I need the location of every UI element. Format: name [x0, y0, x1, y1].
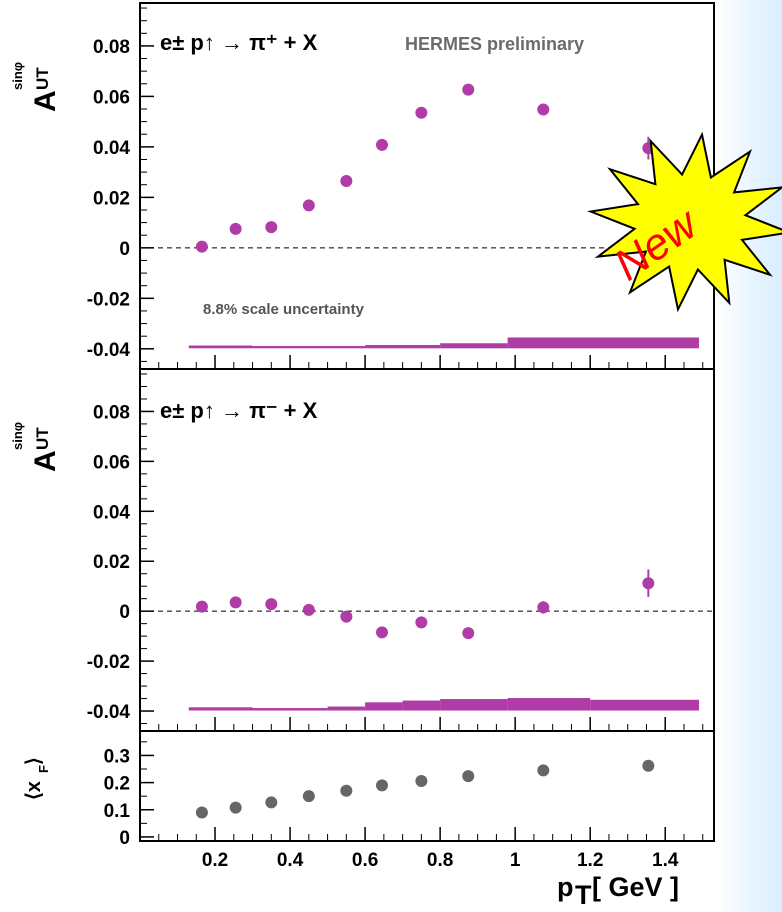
y-tick-label: 0.04: [93, 502, 130, 523]
data-point: [229, 222, 242, 235]
systematic-band-segment: [507, 698, 591, 711]
data-point: [642, 759, 655, 772]
data-point: [265, 796, 278, 809]
data-point: [537, 103, 550, 116]
data-point: [415, 106, 428, 119]
data-point: [537, 764, 550, 777]
y-tick-label: 0.02: [93, 188, 130, 209]
systematic-band-segment: [252, 708, 328, 711]
x-tick-label: 1.4: [652, 850, 679, 871]
data-point: [302, 790, 315, 803]
panel-pi-minus: A UT sinφ 0.08 0.06 0.04 0.02 0 -0.02 -0.04 e±…: [10, 368, 715, 732]
systematic-band-segment: [507, 337, 699, 349]
svg-text:p: p: [557, 872, 574, 902]
y-tick-label: -0.04: [87, 340, 131, 361]
data-point: [642, 577, 655, 590]
y-tick-label: 0.08: [93, 402, 130, 423]
data-point: [265, 598, 278, 611]
y-tick-label: 0: [119, 602, 130, 623]
y-tick-label: 0.3: [104, 746, 130, 767]
svg-text:F: F: [36, 765, 51, 773]
x-tick-label: 1: [510, 850, 521, 871]
data-point: [195, 240, 208, 253]
data-point: [375, 626, 388, 639]
svg-text:⟩: ⟩: [23, 757, 45, 765]
svg-text:⟨x: ⟨x: [23, 781, 45, 800]
systematic-band-segment: [252, 346, 366, 349]
panel-frame: [139, 730, 715, 842]
preliminary-annotation: HERMES preliminary: [405, 34, 584, 54]
y-tick-label: 0: [119, 828, 130, 849]
x-tick-label: 0.2: [202, 850, 228, 871]
systematic-band-segment: [402, 700, 441, 711]
systematic-band-segment: [365, 702, 403, 711]
y-tick-label: 0.02: [93, 552, 130, 573]
data-point: [415, 774, 428, 787]
svg-text:T: T: [575, 880, 592, 910]
y-tick-label: 0.04: [93, 138, 130, 159]
scale-uncertainty-note: 8.8% scale uncertainty: [203, 301, 365, 318]
y-tick-label: -0.02: [87, 652, 130, 673]
y-tick-label: -0.04: [87, 702, 131, 723]
y-tick-label: 0.2: [104, 774, 130, 795]
data-point: [340, 610, 353, 623]
data-point: [462, 83, 475, 96]
svg-text:sinφ: sinφ: [10, 62, 25, 90]
panel-xf: ⟨x F ⟩ 0.3 0.2 0.1 0 0.2 0.4 0.6 0.8 1 1.2 1.4 p …: [23, 730, 715, 910]
panel-pi-plus: A UT sinφ 0.08 0.06 0.04 0.02 0 -0.02 -0.04 e±…: [10, 2, 715, 370]
systematic-band-segment: [365, 345, 441, 349]
svg-text:A: A: [29, 450, 62, 472]
data-point: [415, 616, 428, 629]
data-point: [375, 138, 388, 151]
x-tick-label: 0.8: [427, 850, 453, 871]
y-axis-label: A UT sinφ: [10, 62, 62, 112]
x-tick-label: 0.4: [277, 850, 304, 871]
data-point: [340, 784, 353, 797]
data-point: [195, 600, 208, 613]
systematic-band-segment: [440, 343, 508, 349]
y-tick-label: 0.06: [93, 87, 130, 108]
y-tick-label: 0.1: [104, 801, 131, 822]
y-axis-label: A UT sinφ: [10, 422, 62, 472]
data-point: [229, 801, 242, 814]
systematic-band-segment: [188, 707, 253, 711]
data-point: [302, 199, 315, 212]
process-label: e± p↑ → π⁻ + X: [160, 398, 318, 423]
svg-text:UT: UT: [33, 427, 52, 450]
y-tick-label: -0.02: [87, 289, 130, 310]
svg-text:A: A: [29, 90, 62, 112]
x-tick-label: 1.2: [577, 850, 603, 871]
data-point: [229, 596, 242, 609]
y-tick-label: 0: [119, 239, 130, 260]
x-axis-label: p T [ GeV ]: [557, 872, 679, 910]
svg-text:UT: UT: [33, 67, 52, 90]
data-point: [462, 770, 475, 783]
data-point: [462, 627, 475, 640]
panel-frame: [139, 368, 715, 732]
data-point: [340, 174, 353, 187]
y-tick-label: 0.06: [93, 452, 130, 473]
y-axis-label: ⟨x F ⟩: [23, 757, 51, 800]
systematic-band-segment: [590, 699, 699, 711]
data-point: [195, 806, 208, 819]
data-point: [537, 601, 550, 614]
x-tick-label: 0.6: [352, 850, 378, 871]
systematic-band-segment: [440, 699, 508, 711]
data-point: [375, 779, 388, 792]
process-label: e± p↑ → π⁺ + X: [160, 30, 318, 55]
svg-text:[ GeV ]: [ GeV ]: [592, 872, 679, 902]
new-badge: New: [586, 131, 782, 313]
svg-text:sinφ: sinφ: [10, 422, 25, 450]
y-tick-label: 0.08: [93, 37, 130, 58]
systematic-band-segment: [327, 706, 366, 711]
data-point: [265, 221, 278, 234]
systematic-band-segment: [188, 345, 253, 349]
data-point: [302, 603, 315, 616]
